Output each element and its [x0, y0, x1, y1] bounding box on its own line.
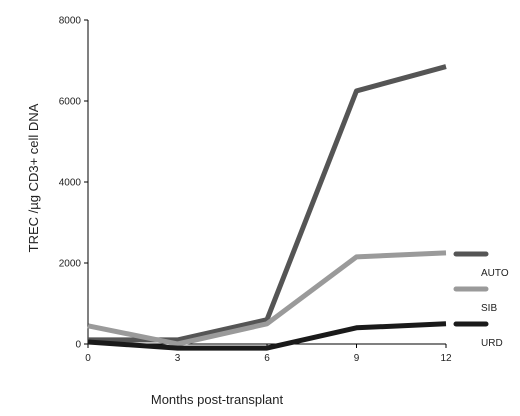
y-tick-label: 0: [75, 340, 81, 351]
y-tick-label: 6000: [59, 97, 82, 108]
legend-label-sib: SIB: [481, 303, 497, 314]
legend-label-auto: AUTO: [481, 268, 509, 279]
y-tick-label: 2000: [59, 259, 82, 270]
axes: [84, 19, 447, 348]
y-tick-label: 4000: [59, 178, 82, 189]
series-line-sib: [87, 250, 447, 347]
x-tick-label: 9: [354, 353, 360, 364]
y-tick-label: 8000: [59, 16, 82, 27]
series-line-auto: [88, 64, 447, 343]
legend: AUTO SIB URD: [453, 251, 509, 349]
x-tick-label: 3: [175, 353, 181, 364]
tick-labels: 0 2000 4000 6000 8000 0 3 6 9 12: [59, 16, 452, 365]
series-lines: [87, 64, 447, 351]
series-line-urd: [87, 321, 447, 351]
x-tick-label: 0: [85, 353, 91, 364]
x-tick-label: 6: [264, 353, 270, 364]
x-axis-title: Months post-transplant: [151, 392, 284, 407]
x-tick-label: 12: [440, 353, 452, 364]
legend-label-urd: URD: [481, 338, 503, 349]
y-axis-title: TREC /µg CD3+ cell DNA: [26, 103, 41, 252]
